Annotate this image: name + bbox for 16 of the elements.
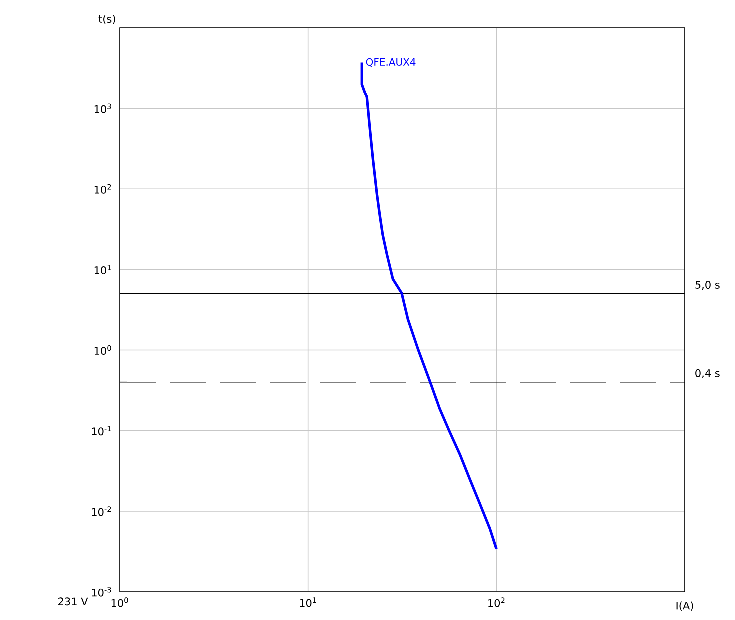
x-tick-label: 10$^{2}$ [488, 598, 505, 608]
x-tick-label: 10$^{1}$ [300, 598, 316, 608]
x-axis-title: I(A) [676, 602, 694, 612]
series-label: QFE.AUX4 [366, 58, 416, 68]
y-tick-label: 10$^{1}$ [94, 264, 112, 274]
y-tick-label: 10$^{3}$ [94, 104, 112, 114]
x-tick-label: 10$^{0}$ [112, 598, 128, 608]
ref-line-label: 0,4 s [696, 369, 720, 378]
ref-line-label: 5,0 s [696, 281, 720, 290]
y-tick-label: 10$^{-3}$ [92, 587, 112, 597]
y-axis-title: t(s) [98, 14, 116, 24]
y-tick-label: 10$^{-1}$ [92, 426, 112, 436]
y-tick-label: 10$^{0}$ [94, 345, 112, 356]
y-tick-label: 10$^{2}$ [94, 184, 112, 194]
y-tick-label: 10$^{-2}$ [92, 506, 112, 516]
text: 231 V [58, 598, 88, 606]
